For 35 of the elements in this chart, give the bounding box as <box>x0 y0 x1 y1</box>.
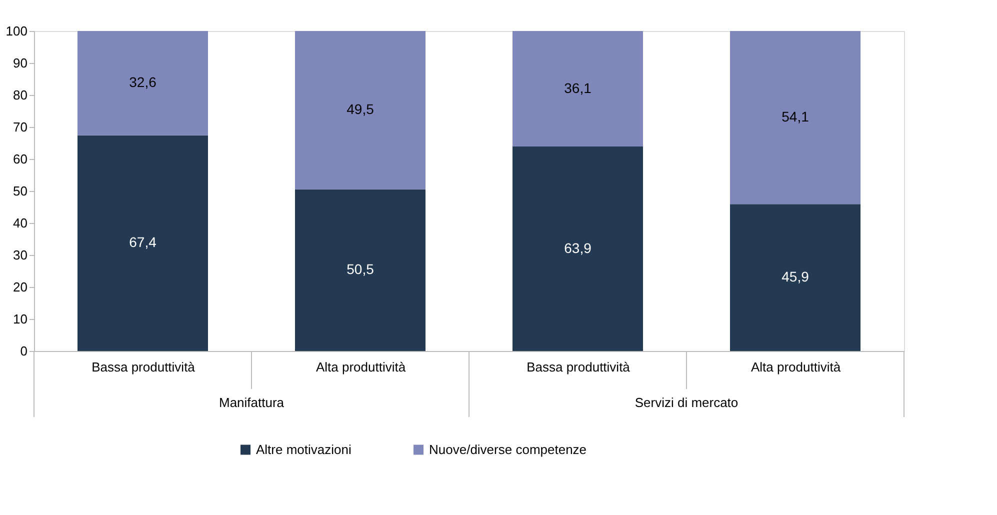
bar <box>78 135 208 351</box>
data-label: 54,1 <box>782 108 810 125</box>
y-tick-label: 100 <box>6 24 28 38</box>
y-tick-label: 0 <box>20 344 28 358</box>
bar <box>295 31 426 190</box>
text: Manifattura <box>218 395 285 410</box>
data-label: 49,5 <box>346 101 374 118</box>
bar <box>295 189 426 351</box>
data-label: 50,5 <box>346 261 374 278</box>
x-tick-label: Bassa produttività <box>526 360 631 374</box>
bar <box>512 31 643 147</box>
x-tick-label: Bassa produttività <box>92 360 196 374</box>
y-tick-label: 20 <box>13 280 28 294</box>
legend-label: Altre motivazioni <box>256 442 352 457</box>
data-label: 63,9 <box>564 240 592 256</box>
text: Servizi di mercato <box>634 395 738 410</box>
data-label: 45,9 <box>782 268 810 285</box>
y-tick-label: 10 <box>13 312 28 326</box>
y-tick-label: 80 <box>13 88 28 102</box>
legend-label: Nuove/diverse competenze <box>429 442 587 457</box>
bar <box>512 146 643 351</box>
x-tick-label: Alta produttività <box>750 360 842 374</box>
y-tick-label: 50 <box>13 184 28 198</box>
y-tick-label: 60 <box>13 152 28 166</box>
x-tick-label: Alta produttività <box>316 360 406 374</box>
data-label: 36,1 <box>564 80 592 96</box>
y-tick-label: 40 <box>13 216 28 230</box>
data-label: 32,6 <box>129 74 157 90</box>
bar <box>78 31 208 136</box>
bar <box>730 204 860 351</box>
y-tick-label: 30 <box>13 248 28 262</box>
data-label: 67,4 <box>129 234 157 250</box>
y-tick-label: 90 <box>13 56 28 70</box>
bar <box>730 31 860 204</box>
y-tick-label: 70 <box>13 120 28 134</box>
